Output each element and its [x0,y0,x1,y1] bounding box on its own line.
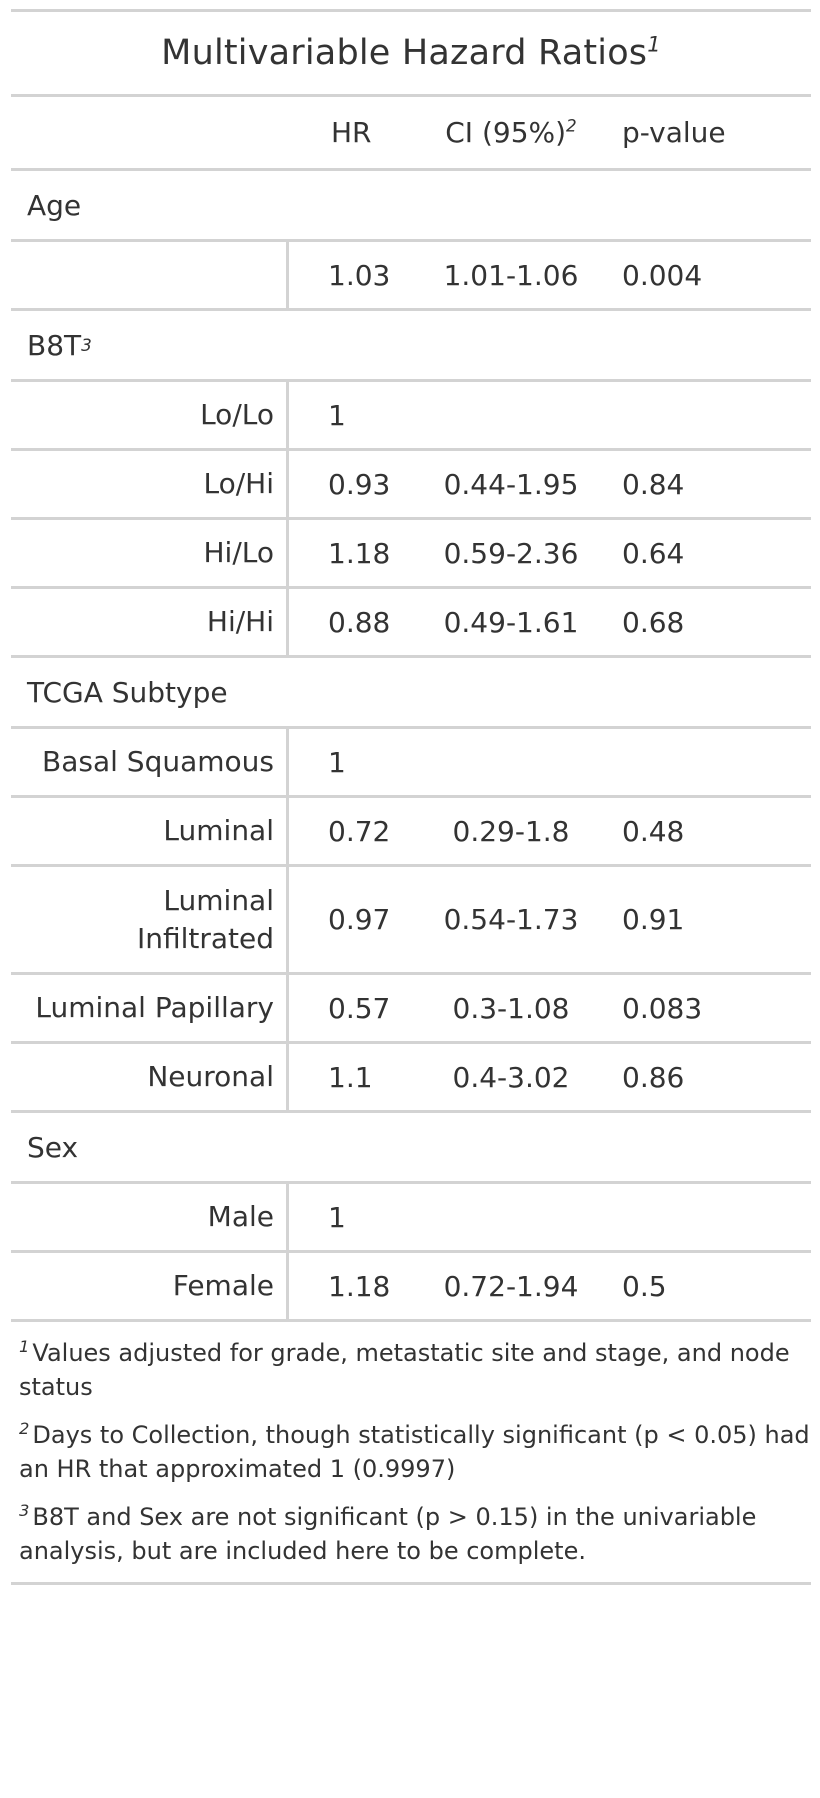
row-label: Lo/Hi [11,451,289,517]
row-label: Basal Squamous [11,729,289,795]
row-p-value: 0.84 [622,467,685,501]
row-hr: 0.88 [328,605,391,639]
row-p-value: 0.86 [622,1060,685,1094]
table-row: Lo/Hi 0.93 0.44-1.95 0.84 [11,451,811,520]
row-label-text: Hi/Hi [206,605,274,639]
row-ci: 0.4-3.02 [452,1060,570,1094]
row-label-text: Basal Squamous [42,745,274,779]
table-title: Multivariable Hazard Ratios1 [11,12,811,97]
row-p-value: 0.48 [622,814,685,848]
row-label: Luminal [11,798,289,864]
row-label: Hi/Lo [11,520,289,586]
footnote-3: 3 B8T and Sex are not significant (p > 0.… [19,1500,811,1568]
row-hr: 1.03 [328,258,391,292]
row-hr: 1 [328,398,346,432]
footnote-2: 2 Days to Collection, though statisticall… [19,1418,811,1486]
footnote-text: Values adjusted for grade, metastatic si… [19,1339,790,1401]
row-label: Neuronal [11,1044,289,1110]
group-header-b8t: B8T 3 [11,311,811,382]
footnote-text: B8T and Sex are not significant (p > 0.1… [19,1503,757,1565]
ci-footnote-mark: 2 [566,115,577,136]
row-label-text: Luminal Infiltrated [136,883,274,955]
table-title-text: Multivariable Hazard Ratios [161,33,648,73]
row-label: Luminal Infiltrated [11,867,289,972]
group-label: Age [27,188,82,222]
table-footnotes: 1 Values adjusted for grade, metastatic s… [11,1322,811,1585]
column-header-hr: HR [331,116,372,149]
group-label: Sex [27,1130,79,1164]
group-header-tcga-subtype: TCGA Subtype [11,658,811,729]
row-label-text: Female [172,1269,274,1303]
row-ci: 0.72-1.94 [443,1269,579,1303]
row-ci: 0.3-1.08 [452,991,570,1025]
column-header-p-value: p-value [622,116,726,149]
row-label-text: Lo/Lo [200,398,274,432]
column-header-row: HR CI (95%)2 p-value [11,97,811,171]
table-row: Hi/Lo 1.18 0.59-2.36 0.64 [11,520,811,589]
hazard-ratio-table: Multivariable Hazard Ratios1 HR CI (95%)… [11,9,811,1585]
table-row: Luminal Infiltrated 0.97 0.54-1.73 0.91 [11,867,811,975]
row-hr: 0.57 [328,991,391,1025]
footnote-mark: 1 [19,1337,30,1356]
group-label: B8T [27,328,82,362]
group-header-sex: Sex [11,1113,811,1184]
row-label-text: Lo/Hi [203,467,274,501]
row-p-value: 0.5 [622,1269,667,1303]
table-row: Luminal 0.72 0.29-1.8 0.48 [11,798,811,867]
row-ci: 0.54-1.73 [443,903,579,936]
row-label: Luminal Papillary [11,975,289,1041]
row-hr: 1 [328,745,346,779]
group-header-age: Age [11,171,811,242]
row-ci: 0.44-1.95 [443,467,579,501]
group-label: TCGA Subtype [27,675,228,709]
row-label: Lo/Lo [11,382,289,448]
row-p-value: 0.91 [622,903,685,936]
table-row: Female 1.18 0.72-1.94 0.5 [11,1253,811,1322]
row-label-text: Luminal Papillary [35,991,274,1025]
row-hr: 0.97 [328,903,391,936]
row-hr: 1.18 [328,536,391,570]
row-ci: 1.01-1.06 [443,258,579,292]
row-label-text: Neuronal [147,1060,274,1094]
top-rule [11,9,811,12]
table-row: Neuronal 1.1 0.4-3.02 0.86 [11,1044,811,1113]
table-row: Lo/Lo 1 [11,382,811,451]
row-hr: 0.72 [328,814,391,848]
footnote-mark: 2 [19,1419,30,1438]
table-row: Basal Squamous 1 [11,729,811,798]
table-row: 1.03 1.01-1.06 0.004 [11,242,811,311]
title-footnote-mark: 1 [647,32,661,57]
row-hr: 1 [328,1200,346,1234]
footnote-text: Days to Collection, though statistically… [19,1421,810,1483]
row-label-text: Luminal [163,814,274,848]
row-label: Female [11,1253,289,1319]
row-p-value: 0.64 [622,536,685,570]
row-hr: 1.1 [328,1060,373,1094]
row-hr: 1.18 [328,1269,391,1303]
row-ci: 0.29-1.8 [452,814,570,848]
row-label-text: Male [207,1200,274,1234]
row-label: Hi/Hi [11,589,289,655]
column-header-ci-text: CI (95%) [445,116,567,149]
row-ci: 0.59-2.36 [443,536,579,570]
table-row: Male 1 [11,1184,811,1253]
table-row: Hi/Hi 0.88 0.49-1.61 0.68 [11,589,811,658]
table-row: Luminal Papillary 0.57 0.3-1.08 0.083 [11,975,811,1044]
row-ci: 0.49-1.61 [443,605,579,639]
row-label [11,242,289,308]
row-hr: 0.93 [328,467,391,501]
footnote-1: 1 Values adjusted for grade, metastatic s… [19,1336,811,1404]
row-label-text: Hi/Lo [203,536,274,570]
row-p-value: 0.083 [622,991,703,1025]
column-header-ci: CI (95%)2 [413,116,609,149]
row-p-value: 0.68 [622,605,685,639]
footnote-mark: 3 [19,1501,30,1520]
row-p-value: 0.004 [622,258,703,292]
row-label: Male [11,1184,289,1250]
